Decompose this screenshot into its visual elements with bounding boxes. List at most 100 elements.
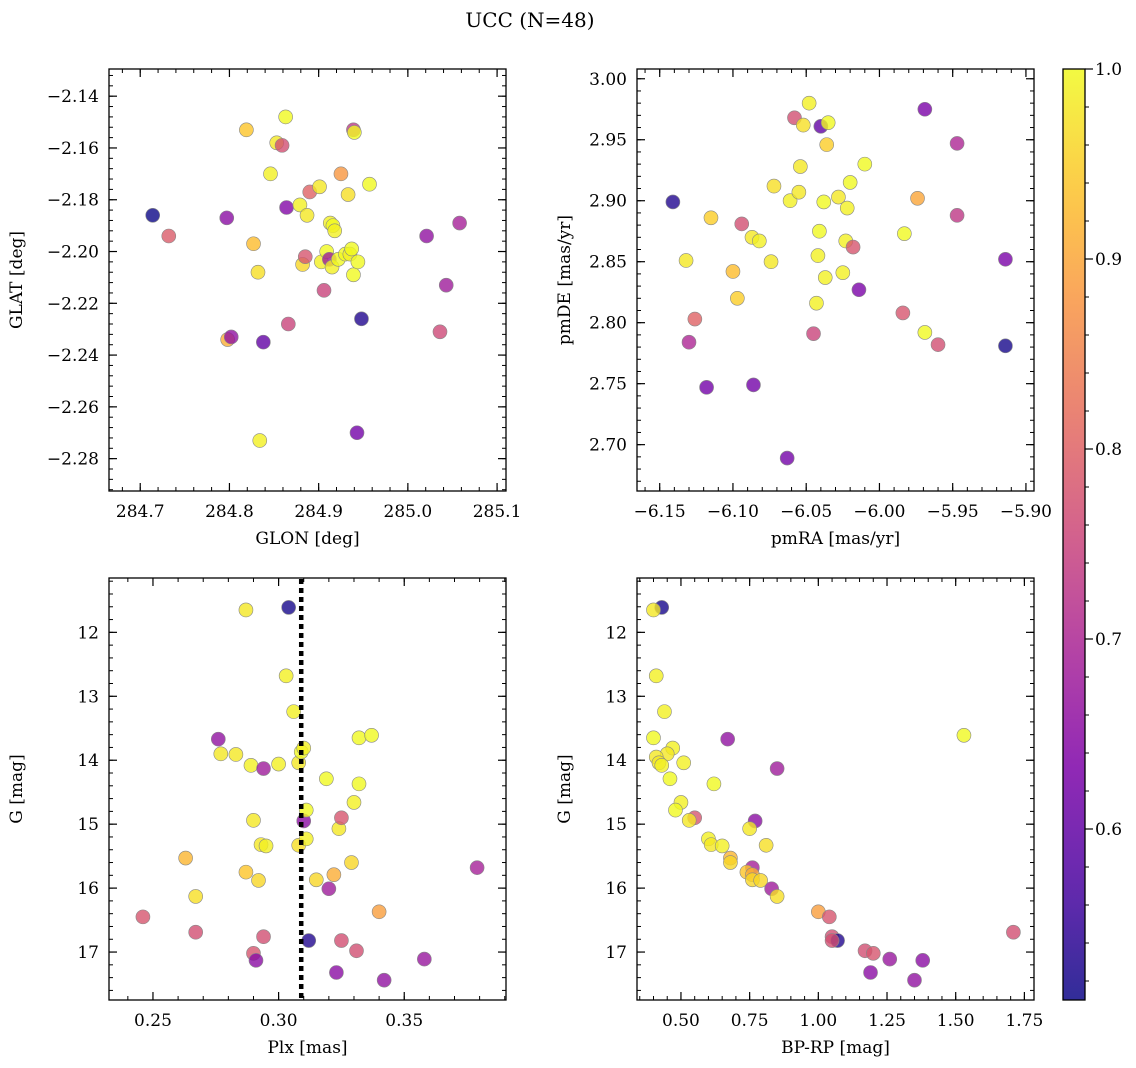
y-tick-label: −2.22 xyxy=(47,294,99,314)
data-point xyxy=(882,951,898,967)
data-point xyxy=(668,802,683,818)
x-tick-label: 1.75 xyxy=(1005,1011,1043,1031)
data-point xyxy=(816,194,832,210)
data-point xyxy=(251,873,266,888)
data-point xyxy=(917,101,933,117)
data-point xyxy=(271,756,286,772)
y-tick-label: −2.26 xyxy=(47,398,99,418)
data-point xyxy=(863,965,878,980)
y-tick-label: 15 xyxy=(77,815,99,835)
colorbar-tick-label: 1.0 xyxy=(1095,60,1122,80)
data-point xyxy=(334,810,349,826)
data-point xyxy=(646,730,661,746)
x-tick-label: −6.00 xyxy=(853,502,905,522)
data-point xyxy=(835,265,851,280)
data-point xyxy=(371,904,387,920)
data-point xyxy=(279,200,294,215)
data-point xyxy=(766,178,782,194)
y-tick-label: 2.90 xyxy=(589,192,627,212)
data-point xyxy=(223,329,239,345)
x-tick-label: 284.7 xyxy=(116,502,165,522)
data-point xyxy=(417,951,432,967)
data-point xyxy=(239,122,254,138)
data-point xyxy=(296,740,312,756)
data-point xyxy=(329,965,344,980)
y-tick-label: 13 xyxy=(605,687,627,707)
data-point xyxy=(723,855,738,870)
x-tick-label: 1.00 xyxy=(799,1011,837,1031)
data-point xyxy=(243,758,259,773)
data-point xyxy=(321,881,337,897)
data-point xyxy=(720,731,735,747)
y-tick-label: 16 xyxy=(605,879,627,899)
data-point xyxy=(714,838,730,854)
y-tick-label: 14 xyxy=(605,751,627,771)
x-tick-label: 284.9 xyxy=(294,502,343,522)
data-point xyxy=(676,755,692,771)
y-axis-label: G [mag] xyxy=(555,754,575,823)
data-point xyxy=(333,166,349,182)
data-point xyxy=(301,933,317,948)
data-point xyxy=(779,450,795,466)
y-tick-label: −2.28 xyxy=(47,450,99,470)
data-point xyxy=(246,813,261,828)
data-point xyxy=(188,889,203,904)
data-point xyxy=(211,731,226,747)
y-tick-label: −2.24 xyxy=(47,346,99,366)
data-point xyxy=(782,193,798,209)
data-point xyxy=(334,933,349,948)
data-point xyxy=(725,264,741,279)
data-point xyxy=(145,207,161,223)
data-point xyxy=(665,194,681,210)
x-tick-label: 0.50 xyxy=(662,1011,700,1031)
x-tick-label: 1.25 xyxy=(868,1011,906,1031)
y-tick-label: 13 xyxy=(77,687,99,707)
x-tick-label: −6.10 xyxy=(707,502,759,522)
data-point xyxy=(930,337,946,352)
plot-frame xyxy=(108,68,507,492)
data-point xyxy=(758,837,774,853)
x-tick-label: −5.90 xyxy=(1000,502,1052,522)
y-tick-label: −2.18 xyxy=(47,191,99,211)
data-point xyxy=(263,166,278,182)
y-tick-label: 2.70 xyxy=(589,436,627,456)
y-axis-label: pmDE [mas/yr] xyxy=(555,215,575,345)
data-point xyxy=(648,668,664,684)
data-point xyxy=(678,253,694,268)
data-point xyxy=(219,210,235,226)
colorbar-tick-label: 0.8 xyxy=(1095,440,1122,460)
data-point xyxy=(238,602,254,618)
y-axis-label: G [mag] xyxy=(7,754,27,823)
data-point xyxy=(364,727,379,743)
data-point xyxy=(801,95,817,111)
data-point xyxy=(349,425,365,441)
data-point xyxy=(344,855,359,870)
data-point xyxy=(806,326,821,341)
data-point xyxy=(793,159,808,174)
data-point xyxy=(681,813,697,828)
data-point xyxy=(344,241,359,257)
data-point xyxy=(354,311,369,327)
data-point xyxy=(350,254,366,270)
scatter-panel-2: −6.15 −6.10 −6.05 −6.00 −5.95 −5.90 3.00 2.95 2.… xyxy=(555,68,1052,549)
data-point xyxy=(286,704,301,719)
data-point xyxy=(347,125,362,140)
data-point xyxy=(246,236,261,252)
data-point xyxy=(432,324,448,340)
x-axis-label: pmRA [mas/yr] xyxy=(771,529,900,549)
data-point xyxy=(281,316,296,332)
data-point xyxy=(281,600,296,615)
y-tick-label: 2.80 xyxy=(589,314,627,334)
data-point xyxy=(250,264,266,280)
x-tick-label: 1.50 xyxy=(937,1011,975,1031)
data-point xyxy=(351,776,367,792)
data-point xyxy=(299,207,315,223)
y-tick-label: 2.95 xyxy=(589,131,627,151)
data-point xyxy=(752,233,767,249)
data-point xyxy=(895,305,911,321)
data-point xyxy=(763,254,779,270)
x-tick-label: −6.15 xyxy=(634,502,686,522)
x-tick-label: 285.1 xyxy=(473,502,522,522)
data-point xyxy=(312,179,327,195)
